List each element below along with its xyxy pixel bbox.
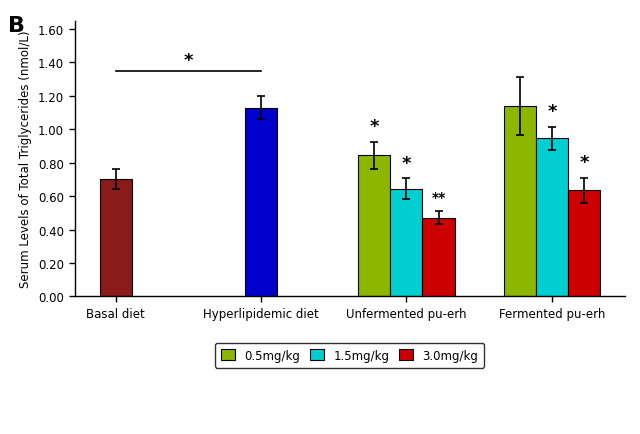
Bar bbox=[504, 107, 536, 296]
Text: *: * bbox=[370, 118, 380, 136]
Legend: 0.5mg/kg, 1.5mg/kg, 3.0mg/kg: 0.5mg/kg, 1.5mg/kg, 3.0mg/kg bbox=[215, 343, 484, 368]
Bar bbox=[568, 191, 600, 296]
Text: **: ** bbox=[431, 191, 445, 205]
Bar bbox=[422, 218, 454, 296]
Bar bbox=[100, 180, 132, 296]
Text: *: * bbox=[402, 155, 412, 172]
Bar bbox=[536, 139, 568, 296]
Text: *: * bbox=[579, 154, 589, 171]
Bar bbox=[358, 156, 390, 296]
Bar bbox=[245, 108, 277, 296]
Text: *: * bbox=[184, 52, 193, 70]
Bar bbox=[390, 189, 422, 296]
Text: B: B bbox=[8, 16, 26, 36]
Text: *: * bbox=[547, 103, 557, 121]
Y-axis label: Serum Levels of Total Triglycerides (nmol/L): Serum Levels of Total Triglycerides (nmo… bbox=[19, 31, 33, 288]
